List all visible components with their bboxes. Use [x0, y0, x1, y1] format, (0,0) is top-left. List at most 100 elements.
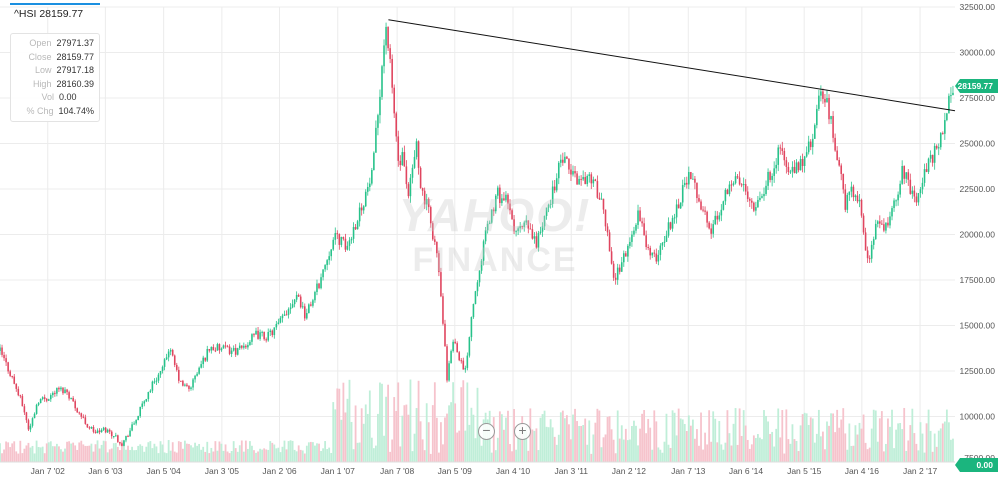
candle-body	[127, 435, 129, 437]
candle-body	[460, 360, 463, 362]
candle-body	[295, 294, 298, 300]
volume-bar	[192, 447, 194, 462]
x-tick-label: Jan 3 '05	[205, 466, 240, 476]
candle-body	[151, 381, 154, 391]
candle-body	[100, 429, 103, 433]
candle-body	[43, 397, 46, 399]
candle-body	[13, 376, 16, 384]
candle-body	[933, 145, 936, 163]
volume-bar	[244, 440, 247, 462]
candle-body	[497, 187, 499, 196]
info-row-pct-chg: % Chg 104.74%	[16, 105, 94, 119]
volume-bar	[598, 410, 601, 462]
candle-body	[913, 190, 916, 197]
volume-bar	[3, 449, 5, 462]
volume-bar	[72, 442, 75, 462]
candle-body	[515, 231, 517, 233]
candle-body	[807, 141, 810, 153]
volume-bar	[19, 440, 22, 462]
volume-bar	[214, 441, 217, 462]
volume-bar	[135, 450, 138, 462]
volume-bar	[342, 382, 345, 462]
volume-bar	[874, 410, 877, 462]
volume-bar	[307, 442, 310, 462]
zoom-in-button[interactable]: +	[514, 423, 531, 440]
volume-bar	[370, 437, 373, 462]
candle-body	[464, 367, 467, 370]
volume-bar	[555, 444, 558, 462]
candle-body	[543, 215, 546, 227]
volume-bar	[375, 445, 377, 462]
volume-bar	[151, 448, 154, 462]
volume-bar	[433, 382, 436, 462]
candle-body	[444, 323, 446, 347]
volume-bar	[110, 448, 113, 462]
candle-body	[545, 207, 548, 216]
volume-bar	[653, 410, 656, 462]
volume-bar	[683, 423, 686, 462]
candle-body	[791, 166, 794, 172]
candle-body	[645, 235, 647, 248]
volume-bar	[809, 417, 812, 462]
candle-body	[482, 241, 485, 261]
candle-body	[864, 232, 867, 251]
trendline[interactable]	[388, 19, 956, 112]
volume-bar	[309, 441, 312, 462]
volume-bar	[608, 416, 611, 462]
volume-bar	[409, 379, 412, 462]
volume-bar	[261, 449, 264, 462]
volume-bar	[118, 450, 121, 462]
volume-bar	[350, 421, 353, 462]
candle-body	[381, 66, 383, 97]
candle-body	[434, 239, 436, 242]
volume-bar	[273, 444, 276, 462]
volume-bar	[614, 453, 617, 462]
volume-bar	[96, 440, 99, 462]
volume-bar	[228, 453, 231, 462]
volume-bar	[561, 410, 564, 462]
candle-body	[492, 209, 495, 212]
candle-body	[108, 429, 111, 432]
candle-body	[675, 204, 678, 218]
volume-bar	[641, 413, 643, 462]
trendline-segment	[388, 19, 956, 112]
volume-bar	[911, 408, 914, 462]
volume-bar	[78, 442, 81, 462]
candle-body	[332, 239, 335, 250]
candle-body	[637, 210, 639, 225]
volume-bar	[633, 420, 635, 462]
volume-bar	[108, 449, 111, 462]
candle-body	[33, 413, 36, 419]
candle-body	[748, 198, 751, 201]
zoom-out-button[interactable]: −	[478, 423, 495, 440]
candle-body	[194, 375, 196, 380]
volume-bar	[941, 423, 944, 462]
candle-body	[870, 244, 873, 259]
candle-body	[198, 367, 200, 374]
candle-body	[685, 182, 688, 185]
candle-body	[722, 201, 725, 210]
candle-body	[781, 148, 784, 152]
x-tick-label: Jan 4 '16	[845, 466, 880, 476]
candle-body	[793, 166, 796, 174]
candle-body	[724, 189, 727, 202]
volume-bar	[281, 446, 284, 462]
volume-bar	[925, 423, 928, 462]
volume-bar	[669, 447, 672, 462]
candle-body	[214, 350, 217, 352]
candle-body	[340, 237, 343, 245]
volume-bar	[858, 422, 861, 462]
candle-body	[200, 364, 202, 368]
volume-bar	[159, 441, 162, 462]
volume-bars	[0, 379, 954, 462]
candle-body	[70, 397, 72, 399]
candle-body	[230, 350, 233, 354]
volume-bar	[899, 423, 902, 462]
candle-body	[614, 277, 617, 280]
candle-body	[7, 362, 9, 372]
volume-bar	[125, 449, 127, 462]
candle-body	[706, 211, 708, 223]
volume-bar	[43, 453, 46, 462]
